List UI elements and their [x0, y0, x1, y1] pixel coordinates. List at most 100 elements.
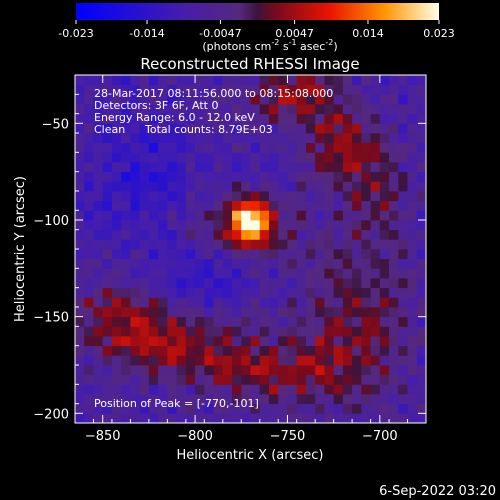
image-pixel [305, 297, 316, 308]
image-pixel [342, 374, 353, 385]
image-pixel [259, 268, 270, 279]
image-pixel [333, 365, 344, 376]
image-pixel [352, 84, 362, 95]
image-pixel [222, 297, 233, 308]
image-pixel [195, 113, 205, 124]
image-pixel [352, 113, 362, 124]
image-pixel [342, 171, 353, 182]
image-pixel [185, 374, 196, 385]
image-pixel [389, 191, 399, 202]
image-pixel [111, 316, 122, 327]
image-pixel [84, 374, 94, 385]
image-pixel [130, 171, 141, 182]
image-pixel [222, 336, 233, 347]
image-pixel [139, 326, 150, 337]
image-pixel [232, 394, 242, 405]
image-pixel [111, 297, 122, 308]
image-pixel [111, 75, 122, 86]
image-pixel [305, 365, 316, 376]
image-pixel [278, 200, 288, 211]
image-pixel [167, 94, 178, 105]
image-pixel [315, 229, 325, 240]
image-pixel [130, 307, 141, 318]
image-pixel [241, 142, 251, 153]
image-pixel [111, 142, 122, 153]
image-pixel [287, 84, 298, 95]
image-pixel [324, 278, 335, 289]
image-pixel [139, 384, 150, 395]
image-pixel [185, 220, 196, 231]
image-pixel [139, 191, 150, 202]
image-pixel [75, 104, 85, 115]
image-pixel [333, 326, 344, 337]
image-pixel [305, 220, 316, 231]
image-pixel [250, 239, 261, 250]
image-pixel [398, 133, 408, 144]
image-pixel [102, 171, 113, 182]
image-pixel [139, 171, 150, 182]
image-pixel [250, 384, 261, 395]
image-pixel [139, 403, 150, 414]
image-pixel [287, 94, 298, 105]
image-pixel [185, 287, 196, 298]
image-pixel [204, 287, 214, 298]
image-pixel [398, 307, 408, 318]
image-pixel [84, 394, 94, 405]
image-pixel [84, 307, 94, 318]
image-pixel [167, 413, 178, 424]
image-pixel [241, 171, 251, 182]
image-pixel [176, 249, 187, 260]
image-pixel [324, 316, 335, 327]
image-pixel [241, 374, 251, 385]
image-pixel [195, 307, 205, 318]
image-pixel [148, 258, 159, 269]
image-pixel [379, 142, 390, 153]
image-pixel [158, 171, 168, 182]
image-pixel [204, 307, 214, 318]
image-pixel [75, 75, 85, 86]
image-pixel [268, 384, 279, 395]
image-pixel [139, 355, 150, 366]
image-pixel [167, 394, 178, 405]
image-pixel [222, 104, 233, 115]
image-pixel [222, 94, 233, 105]
image-pixel [213, 355, 224, 366]
image-pixel [195, 355, 205, 366]
image-pixel [204, 229, 214, 240]
image-pixel [389, 239, 399, 250]
image-pixel [379, 220, 390, 231]
image-pixel [342, 336, 353, 347]
image-pixel [389, 258, 399, 269]
image-pixel [93, 316, 104, 327]
image-pixel [278, 316, 288, 327]
image-pixel [287, 384, 298, 395]
image-pixel [370, 403, 381, 414]
image-pixel [185, 384, 196, 395]
image-pixel [121, 384, 131, 395]
image-pixel [241, 181, 251, 192]
image-pixel [93, 75, 104, 86]
image-pixel [232, 152, 242, 163]
colorbar-tick-label: 0.023 [423, 27, 455, 40]
image-pixel [75, 278, 85, 289]
image-pixel [102, 307, 113, 318]
image-pixel [139, 239, 150, 250]
image-pixel [407, 142, 418, 153]
image-pixel [222, 258, 233, 269]
image-pixel [148, 191, 159, 202]
image-pixel [185, 258, 196, 269]
image-pixel [148, 394, 159, 405]
image-pixel [398, 394, 408, 405]
image-pixel [315, 268, 325, 279]
image-pixel [111, 365, 122, 376]
image-pixel [324, 249, 335, 260]
image-pixel [416, 162, 427, 173]
image-pixel [333, 171, 344, 182]
image-pixel [278, 104, 288, 115]
image-pixel [407, 258, 418, 269]
image-pixel [407, 133, 418, 144]
image-pixel [287, 142, 298, 153]
image-pixel [148, 413, 159, 424]
image-pixel [130, 374, 141, 385]
image-pixel [361, 374, 371, 385]
